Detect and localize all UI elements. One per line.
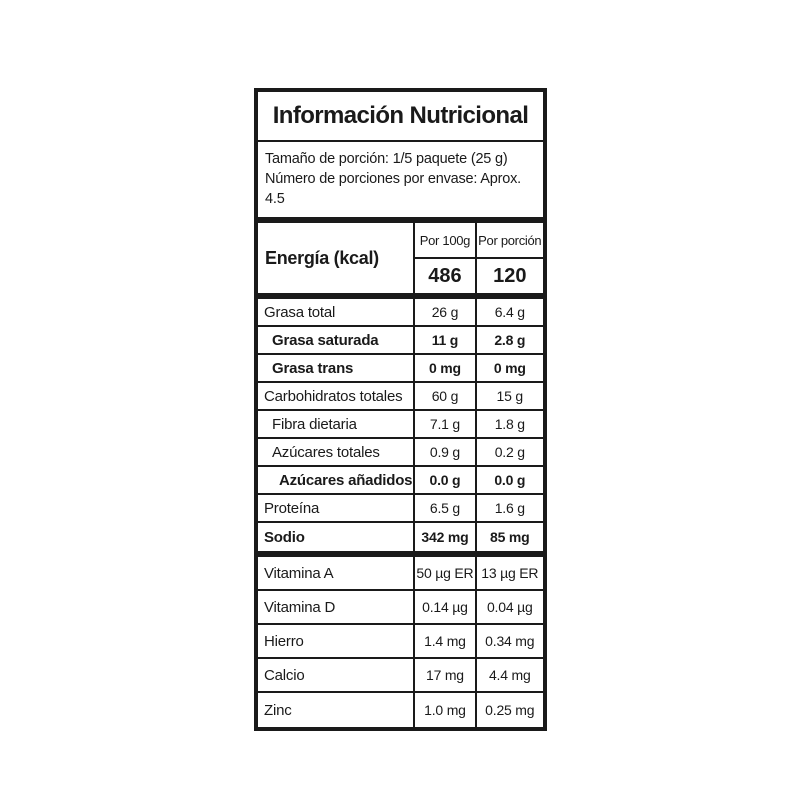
nutrient-row-carbohidratos: Carbohidratos totales 60 g 15 g (258, 383, 543, 411)
nutrient-value-per-portion: 0.2 g (474, 439, 543, 465)
nutrient-row-azucares-totales: Azúcares totales 0.9 g 0.2 g (258, 439, 543, 467)
nutrient-label: Zinc (264, 701, 292, 719)
nutrient-value-per-portion: 0.25 mg (474, 693, 543, 727)
nutrient-label: Grasa total (264, 303, 336, 321)
nutrient-value-per-portion: 1.6 g (474, 495, 543, 521)
energy-name: Energía (kcal) (265, 247, 379, 268)
nutrient-value-per-portion: 0.04 µg (474, 591, 543, 623)
nutrient-value-per-100g: 1.4 mg (413, 625, 474, 657)
serving-info: Tamaño de porción: 1/5 paquete (25 g) Nú… (258, 142, 543, 223)
serving-size-line: Tamaño de porción: 1/5 paquete (25 g) (265, 151, 508, 167)
nutrient-row-vitamina-d: Vitamina D 0.14 µg 0.04 µg (258, 591, 543, 625)
nutrient-label: Proteína (264, 499, 320, 517)
energy-value-per-portion: 120 (474, 257, 543, 293)
nutrient-value-per-portion: 0.34 mg (474, 625, 543, 657)
nutrition-label: Información Nutricional Tamaño de porció… (254, 88, 547, 731)
micronutrients-table: Vitamina A 50 µg ER 13 µg ER Vitamina D … (258, 557, 543, 727)
servings-per-container-line: Número de porciones por envase: Aprox. 4… (265, 171, 521, 207)
label-title: Información Nutricional (272, 102, 529, 129)
nutrient-label: Azúcares añadidos (279, 471, 413, 489)
nutrient-row-zinc: Zinc 1.0 mg 0.25 mg (258, 693, 543, 727)
nutrient-label: Calcio (264, 666, 305, 684)
nutrient-value-per-100g: 11 g (413, 327, 474, 353)
nutrient-row-proteina: Proteína 6.5 g 1.6 g (258, 495, 543, 523)
nutrient-value-per-100g: 60 g (413, 383, 474, 409)
column-header-per-portion: Por porción (474, 223, 543, 257)
nutrient-value-per-100g: 0.9 g (413, 439, 474, 465)
nutrient-value-per-portion: 6.4 g (474, 299, 543, 325)
nutrient-value-per-100g: 0 mg (413, 355, 474, 381)
energy-section: Energía (kcal) Por 100g Por porción 486 … (258, 223, 543, 299)
column-header-per-100g: Por 100g (413, 223, 474, 257)
nutrient-label: Vitamina A (264, 564, 334, 582)
nutrient-label: Sodio (264, 528, 305, 546)
nutrient-label: Grasa saturada (272, 331, 379, 349)
nutrient-row-vitamina-a: Vitamina A 50 µg ER 13 µg ER (258, 557, 543, 591)
nutrient-label: Carbohidratos totales (264, 387, 403, 405)
nutrient-row-grasa-saturada: Grasa saturada 11 g 2.8 g (258, 327, 543, 355)
nutrient-label: Vitamina D (264, 598, 336, 616)
nutrient-value-per-portion: 13 µg ER (474, 557, 543, 589)
nutrient-value-per-portion: 1.8 g (474, 411, 543, 437)
nutrient-label: Fibra dietaria (272, 415, 357, 433)
nutrient-value-per-100g: 17 mg (413, 659, 474, 691)
nutrient-value-per-portion: 0.0 g (474, 467, 543, 493)
nutrient-row-sodio: Sodio 342 mg 85 mg (258, 523, 543, 551)
nutrient-row-calcio: Calcio 17 mg 4.4 mg (258, 659, 543, 693)
nutrient-label: Azúcares totales (272, 443, 380, 461)
nutrient-value-per-100g: 7.1 g (413, 411, 474, 437)
nutrient-value-per-100g: 0.14 µg (413, 591, 474, 623)
nutrient-value-per-portion: 15 g (474, 383, 543, 409)
nutrient-value-per-100g: 342 mg (413, 523, 474, 551)
label-title-box: Información Nutricional (258, 92, 543, 142)
nutrient-value-per-portion: 85 mg (474, 523, 543, 551)
nutrient-value-per-100g: 6.5 g (413, 495, 474, 521)
nutrient-row-fibra: Fibra dietaria 7.1 g 1.8 g (258, 411, 543, 439)
nutrient-row-azucares-anadidos: Azúcares añadidos 0.0 g 0.0 g (258, 467, 543, 495)
energy-value-per-100g: 486 (413, 257, 475, 293)
nutrient-label: Grasa trans (272, 359, 354, 377)
macronutrients-table: Grasa total 26 g 6.4 g Grasa saturada 11… (258, 299, 543, 557)
nutrient-value-per-100g: 26 g (413, 299, 474, 325)
nutrient-value-per-portion: 2.8 g (474, 327, 543, 353)
nutrient-value-per-100g: 50 µg ER (413, 557, 474, 589)
nutrient-value-per-portion: 0 mg (474, 355, 543, 381)
nutrient-row-grasa-trans: Grasa trans 0 mg 0 mg (258, 355, 543, 383)
nutrient-row-hierro: Hierro 1.4 mg 0.34 mg (258, 625, 543, 659)
nutrient-label: Hierro (264, 632, 304, 650)
nutrient-row-grasa-total: Grasa total 26 g 6.4 g (258, 299, 543, 327)
nutrient-value-per-100g: 1.0 mg (413, 693, 474, 727)
nutrient-value-per-portion: 4.4 mg (474, 659, 543, 691)
nutrient-value-per-100g: 0.0 g (413, 467, 474, 493)
